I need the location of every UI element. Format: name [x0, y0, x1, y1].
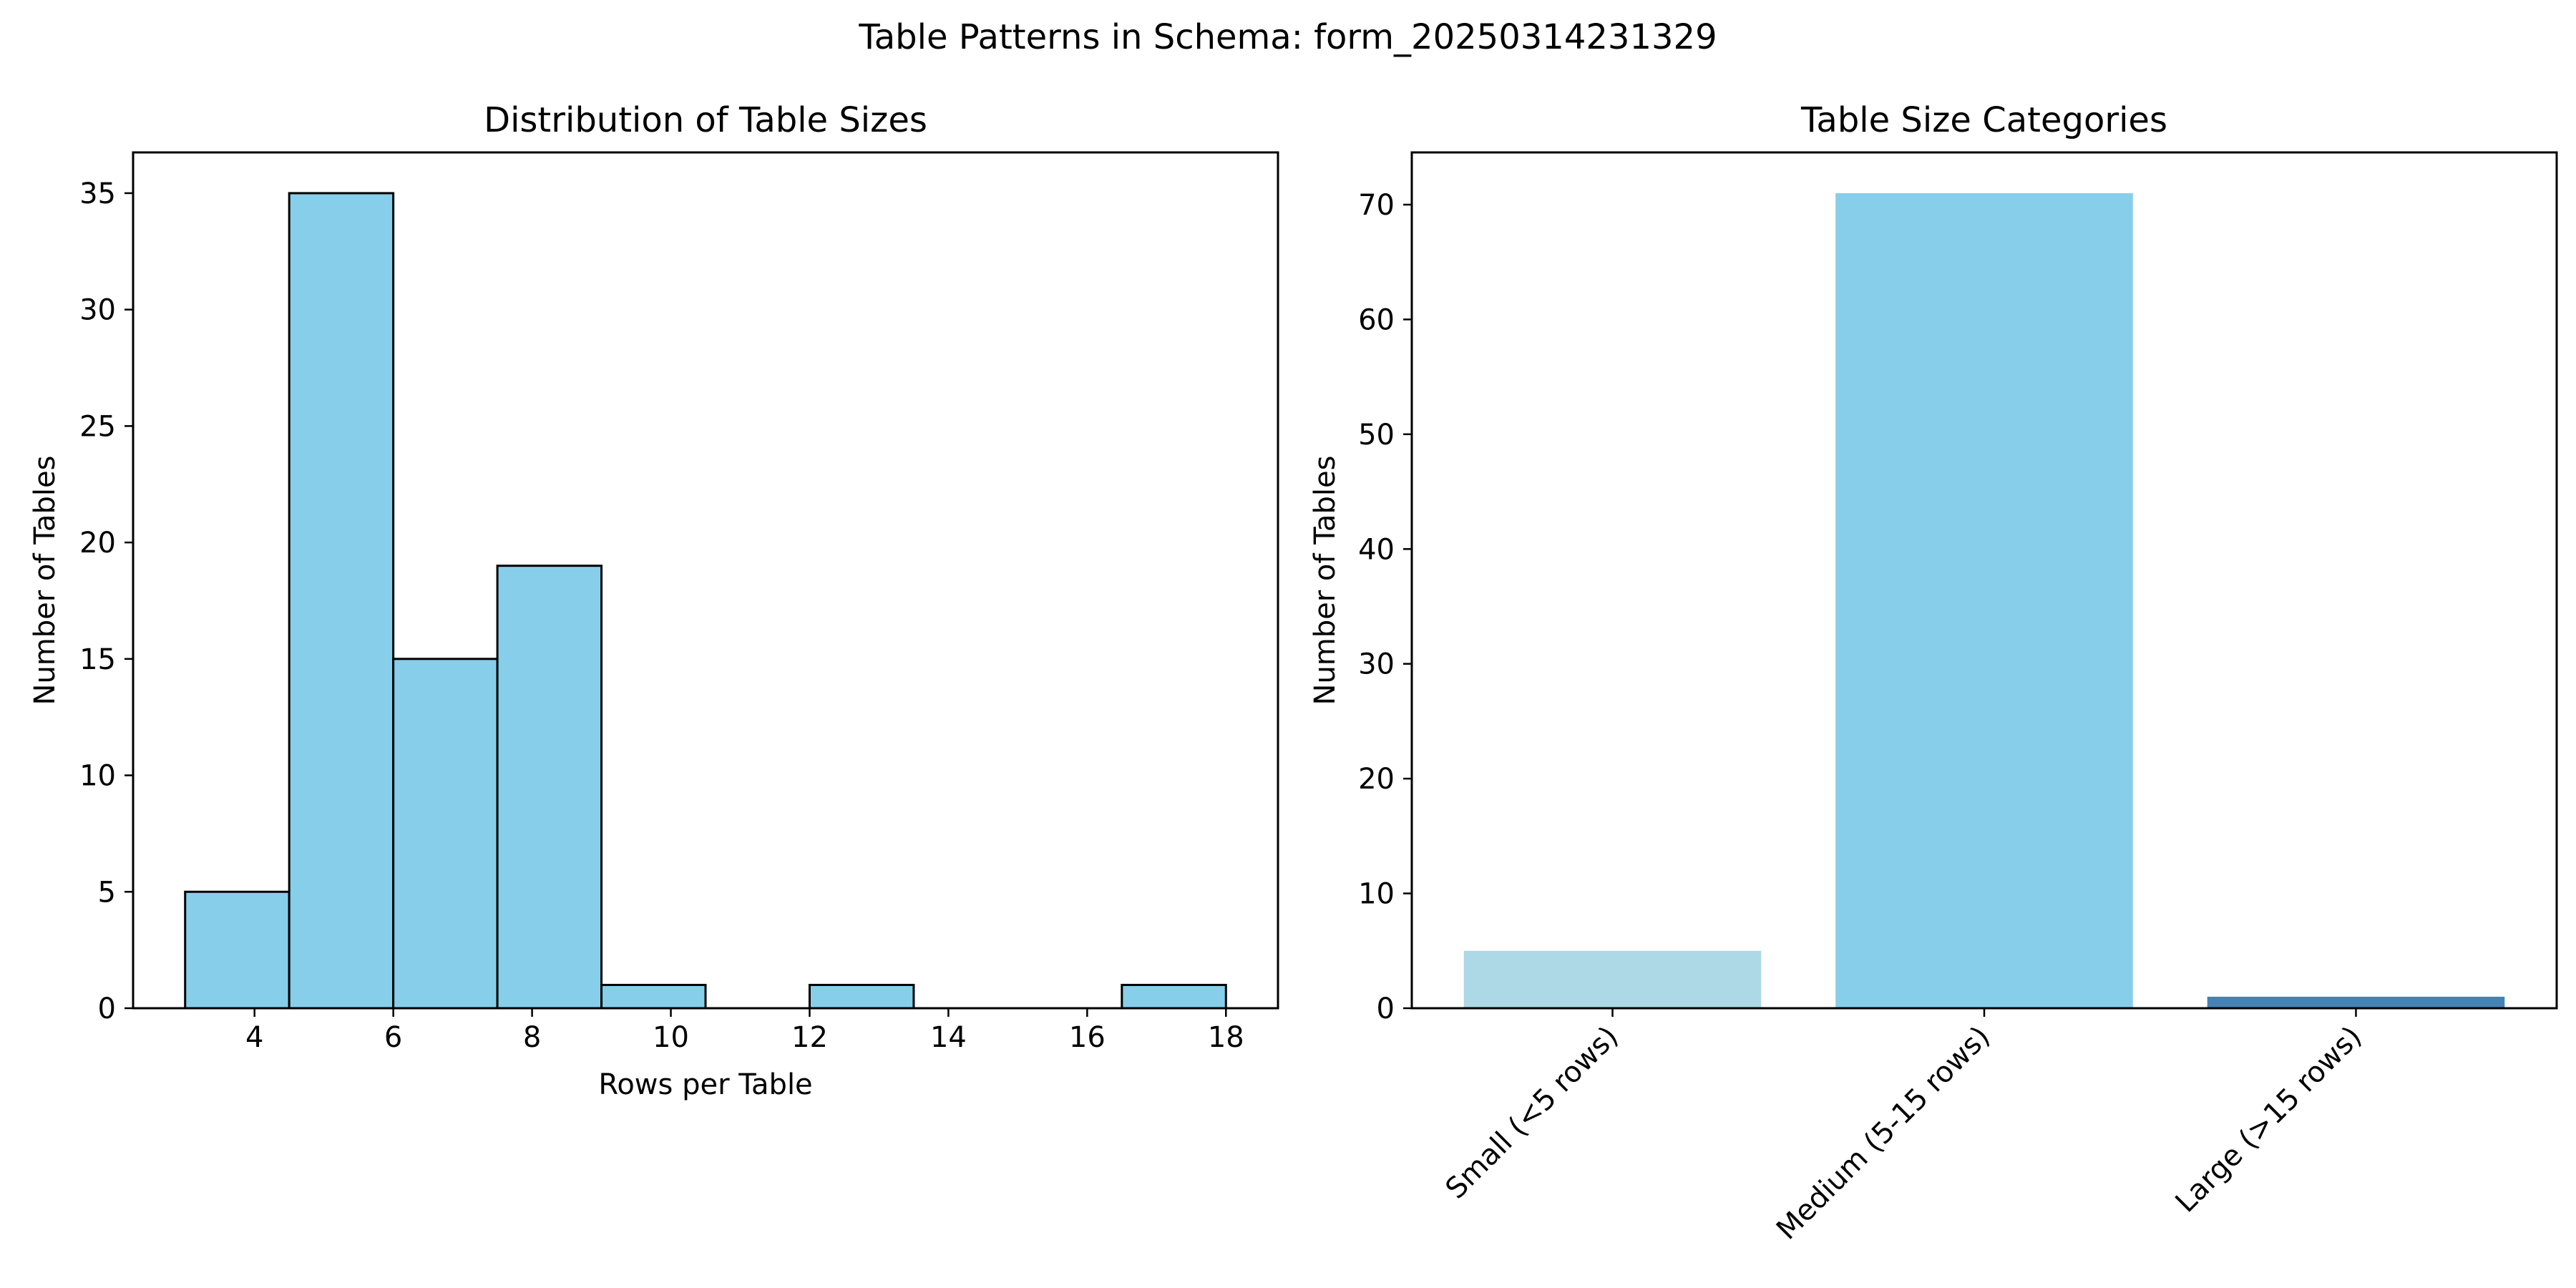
- category-y-axis-label: Number of Tables: [1309, 456, 1342, 706]
- histogram-bar-1: [288, 192, 395, 1010]
- histogram-x-axis-label: Rows per Table: [598, 1068, 812, 1101]
- histogram-bar-2: [392, 658, 499, 1010]
- histogram-bar-3: [496, 565, 603, 1010]
- category-bar-1: [1835, 192, 2133, 1008]
- category-x-tick-label: Small (<5 rows): [1440, 1020, 1625, 1206]
- category-x-tick-label: Medium (5-15 rows): [1770, 1020, 1996, 1246]
- histogram-x-tick-label: 14: [930, 1021, 967, 1054]
- histogram-ticks: 4 6 8 10 12 14 16 18 0 5 10 15 20 25 30 35: [79, 177, 1244, 1054]
- histogram-bar-4: [600, 983, 707, 1010]
- histogram-bar-0: [184, 890, 291, 1010]
- histogram-x-tick-label: 6: [384, 1021, 402, 1054]
- category-bars: [1463, 192, 2505, 1008]
- histogram-y-tick-label: 20: [79, 527, 116, 560]
- category-chart-title: Table Size Categories: [1800, 100, 2167, 140]
- category-y-tick-label: 70: [1358, 189, 1395, 222]
- histogram-y-axis-label: Number of Tables: [29, 456, 62, 706]
- histogram-x-tick-label: 12: [791, 1021, 828, 1054]
- histogram-x-tick-label: 8: [523, 1021, 541, 1054]
- category-plot-frame: [1410, 151, 2558, 1010]
- histogram-y-tick-label: 25: [79, 410, 116, 443]
- category-x-tick-label: Large (>15 rows): [2170, 1020, 2368, 1219]
- figure-title: Table Patterns in Schema: form_202503142…: [858, 17, 1717, 57]
- histogram-x-tick-label: 18: [1208, 1021, 1244, 1054]
- category-y-tick-label: 0: [1377, 992, 1395, 1025]
- histogram-x-tick-label: 10: [653, 1021, 689, 1054]
- category-y-tick-label: 10: [1358, 878, 1395, 911]
- histogram-y-tick-label: 30: [79, 294, 116, 327]
- histogram-title: Distribution of Table Sizes: [484, 100, 927, 140]
- histogram-y-tick-label: 15: [79, 643, 116, 676]
- histogram-bar-9: [1121, 983, 1227, 1010]
- category-y-tick-label: 20: [1358, 763, 1395, 796]
- histogram-y-tick-label: 10: [79, 760, 116, 793]
- category-bar-0: [1463, 950, 1762, 1008]
- histogram-y-tick-label: 0: [98, 992, 116, 1025]
- histogram-bar-6: [808, 983, 915, 1010]
- histogram-y-tick-label: 5: [98, 876, 116, 909]
- histogram-plot-frame: [132, 151, 1279, 1010]
- histogram-x-tick-label: 4: [245, 1021, 263, 1054]
- histogram-bars: [184, 192, 1227, 1010]
- histogram-panel: Distribution of Table Sizes 4 6 8 10 12 14 16 1…: [29, 100, 1279, 1101]
- histogram-x-tick-label: 16: [1069, 1021, 1106, 1054]
- histogram-y-tick-label: 35: [79, 177, 116, 210]
- category-y-tick-label: 40: [1358, 533, 1395, 566]
- category-y-tick-label: 30: [1358, 648, 1395, 681]
- category-panel: Table Size Categories Small (<5 rows) Med…: [1309, 100, 2558, 1246]
- category-y-tick-label: 60: [1358, 303, 1395, 336]
- category-y-tick-label: 50: [1358, 419, 1395, 452]
- category-bar-2: [2207, 996, 2505, 1008]
